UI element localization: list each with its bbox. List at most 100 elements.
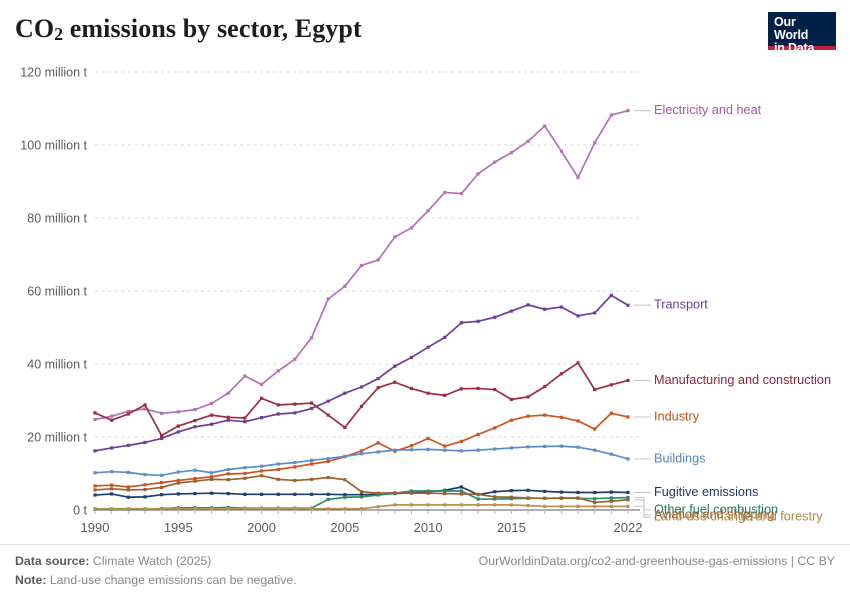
data-point[interactable] — [576, 496, 580, 500]
data-point[interactable] — [543, 413, 547, 417]
data-point[interactable] — [409, 489, 414, 493]
data-point[interactable] — [343, 495, 347, 499]
legend-label-other-fuel-combustion[interactable]: Other fuel combustion — [654, 502, 778, 516]
data-point[interactable] — [593, 311, 597, 315]
series-lines-group[interactable] — [93, 109, 630, 511]
data-point[interactable] — [426, 447, 430, 452]
data-point[interactable] — [459, 485, 464, 489]
data-point[interactable] — [393, 380, 397, 384]
data-point[interactable] — [593, 448, 597, 452]
data-point[interactable] — [459, 449, 464, 453]
data-point[interactable] — [259, 396, 264, 400]
data-point[interactable] — [326, 413, 330, 417]
data-point[interactable] — [626, 109, 630, 113]
data-point[interactable] — [160, 493, 164, 497]
data-point[interactable] — [226, 478, 230, 482]
data-point[interactable] — [609, 411, 613, 415]
data-point[interactable] — [276, 467, 280, 472]
data-point[interactable] — [276, 507, 280, 511]
data-point[interactable] — [243, 416, 247, 420]
data-point[interactable] — [93, 411, 97, 415]
data-point[interactable] — [359, 507, 364, 511]
data-point[interactable] — [593, 497, 597, 501]
data-point[interactable] — [293, 411, 297, 415]
data-point[interactable] — [426, 489, 430, 493]
data-point[interactable] — [110, 470, 114, 474]
data-point[interactable] — [276, 369, 280, 373]
data-point[interactable] — [459, 439, 464, 443]
data-point[interactable] — [626, 490, 630, 495]
data-point[interactable] — [209, 413, 214, 417]
data-point[interactable] — [576, 361, 580, 365]
legend-label-aviation-and-shipping[interactable]: Aviation and shipping — [654, 507, 774, 521]
legend-label-transport[interactable]: Transport — [654, 298, 708, 312]
data-point[interactable] — [393, 503, 397, 507]
data-point[interactable] — [126, 485, 130, 489]
data-point[interactable] — [443, 503, 447, 507]
data-point[interactable] — [176, 481, 180, 485]
data-point[interactable] — [593, 504, 597, 508]
series-transport[interactable] — [93, 293, 630, 453]
data-point[interactable] — [160, 411, 164, 415]
data-point[interactable] — [393, 491, 397, 495]
data-point[interactable] — [243, 374, 247, 378]
data-point[interactable] — [376, 258, 380, 262]
data-point[interactable] — [143, 440, 147, 445]
data-point[interactable] — [509, 151, 514, 155]
data-point[interactable] — [443, 190, 447, 195]
data-point[interactable] — [526, 303, 530, 307]
data-point[interactable] — [110, 492, 114, 496]
data-point[interactable] — [559, 496, 563, 500]
data-point[interactable] — [343, 493, 347, 497]
data-point[interactable] — [543, 124, 547, 128]
data-point[interactable] — [476, 448, 480, 452]
data-point[interactable] — [376, 441, 380, 445]
data-point[interactable] — [343, 507, 347, 511]
data-point[interactable] — [576, 419, 580, 423]
data-point[interactable] — [493, 426, 497, 430]
data-point[interactable] — [293, 460, 297, 465]
data-point[interactable] — [476, 503, 480, 507]
data-point[interactable] — [359, 493, 364, 497]
data-point[interactable] — [209, 401, 214, 406]
data-point[interactable] — [576, 175, 580, 180]
data-point[interactable] — [276, 462, 280, 466]
data-point[interactable] — [509, 418, 514, 422]
data-point[interactable] — [110, 414, 114, 418]
data-point[interactable] — [143, 495, 147, 499]
data-point[interactable] — [476, 386, 480, 391]
data-point[interactable] — [110, 483, 114, 487]
data-point[interactable] — [209, 491, 214, 495]
data-point[interactable] — [426, 345, 430, 349]
data-point[interactable] — [276, 412, 280, 416]
data-point[interactable] — [409, 226, 414, 230]
data-point[interactable] — [476, 492, 480, 496]
data-point[interactable] — [626, 378, 630, 383]
data-point[interactable] — [409, 448, 414, 452]
data-point[interactable] — [493, 503, 497, 507]
data-point[interactable] — [160, 507, 164, 511]
data-point[interactable] — [509, 489, 514, 493]
data-point[interactable] — [359, 495, 364, 499]
data-point[interactable] — [326, 459, 330, 464]
data-point[interactable] — [609, 496, 613, 500]
data-point[interactable] — [359, 449, 364, 453]
data-point[interactable] — [443, 491, 447, 496]
data-point[interactable] — [576, 445, 580, 449]
legend-label-industry[interactable]: Industry — [654, 409, 700, 423]
data-point[interactable] — [93, 488, 97, 492]
data-point[interactable] — [259, 416, 264, 420]
data-point[interactable] — [426, 436, 430, 441]
data-point[interactable] — [209, 471, 214, 475]
data-point[interactable] — [226, 467, 230, 472]
data-point[interactable] — [326, 497, 330, 502]
data-point[interactable] — [443, 335, 447, 339]
data-point[interactable] — [593, 500, 597, 504]
data-point[interactable] — [309, 458, 314, 462]
data-point[interactable] — [160, 436, 164, 441]
data-point[interactable] — [409, 503, 414, 507]
data-point[interactable] — [593, 387, 597, 392]
data-point[interactable] — [559, 149, 563, 153]
data-point[interactable] — [543, 504, 547, 508]
data-point[interactable] — [160, 485, 164, 489]
